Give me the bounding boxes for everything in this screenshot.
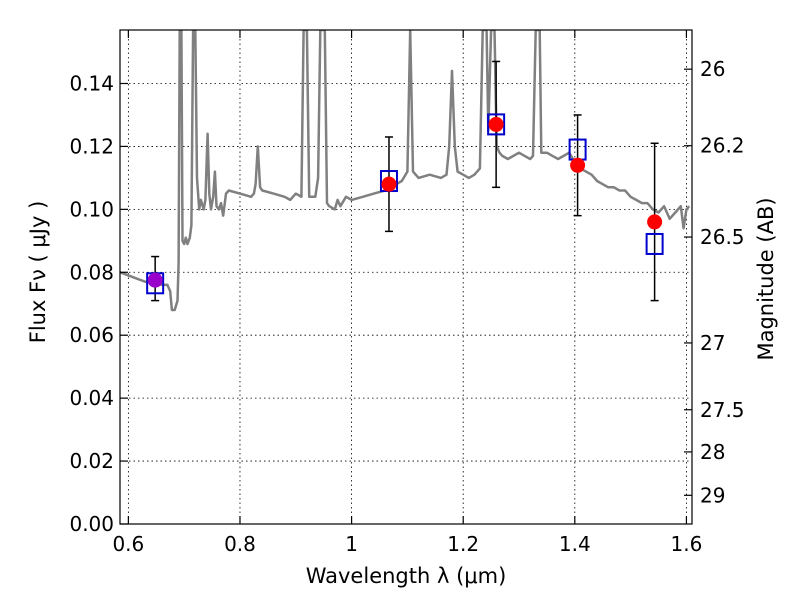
- errorbar-layer: [151, 60, 659, 302]
- y-tick-label: 0.12: [69, 134, 114, 158]
- model-spectrum-line: [120, 30, 691, 312]
- ticks: [120, 30, 692, 525]
- y-tick-label: 0.14: [69, 71, 114, 95]
- measured-flux-point: [147, 272, 163, 288]
- x-tick-label: 1.6: [671, 532, 703, 556]
- right-tick-label: 26.5: [700, 225, 745, 249]
- grid: [120, 30, 692, 525]
- tick-labels: 0.6 0.8 1 1.2 1.4 1.6 0.00 0.02 0.04 0.06 0.08 0.10…: [69, 57, 744, 556]
- measured-flux-point: [570, 157, 586, 173]
- plot-frame: [119, 29, 693, 525]
- right-tick-label: 27.5: [700, 398, 745, 422]
- x-axis-title: Wavelength λ (μm): [306, 564, 507, 588]
- y-tick-label: 0.08: [69, 260, 114, 284]
- right-tick-label: 28: [700, 440, 725, 464]
- y-tick-label: 0.06: [69, 323, 114, 347]
- model-spectrum-layer: [120, 30, 691, 312]
- measured-flux-point: [381, 176, 397, 192]
- x-tick-label: 1.4: [559, 532, 591, 556]
- y-tick-label: 0.04: [69, 386, 114, 410]
- right-tick-label: 26.2: [700, 134, 745, 158]
- measured-flux-point: [488, 116, 504, 132]
- x-tick-label: 0.6: [112, 532, 144, 556]
- right-tick-label: 26: [700, 57, 725, 81]
- x-tick-label: 1: [345, 532, 358, 556]
- marker-layer: [146, 113, 664, 295]
- model-flux-square: [487, 113, 506, 136]
- model-flux-square: [645, 232, 664, 255]
- y-tick-label: 0.02: [69, 449, 114, 473]
- right-axis-title: Magnitude (AB): [754, 197, 778, 360]
- y-tick-label: 0.00: [69, 512, 114, 536]
- y-tick-label: 0.10: [69, 197, 114, 221]
- right-tick-label: 27: [700, 331, 725, 355]
- x-tick-label: 1.2: [447, 532, 479, 556]
- y-axis-title: Flux Fν ( μJy ): [26, 201, 50, 344]
- right-tick-label: 29: [700, 483, 725, 507]
- x-tick-label: 0.8: [224, 532, 256, 556]
- measured-flux-point: [647, 214, 663, 230]
